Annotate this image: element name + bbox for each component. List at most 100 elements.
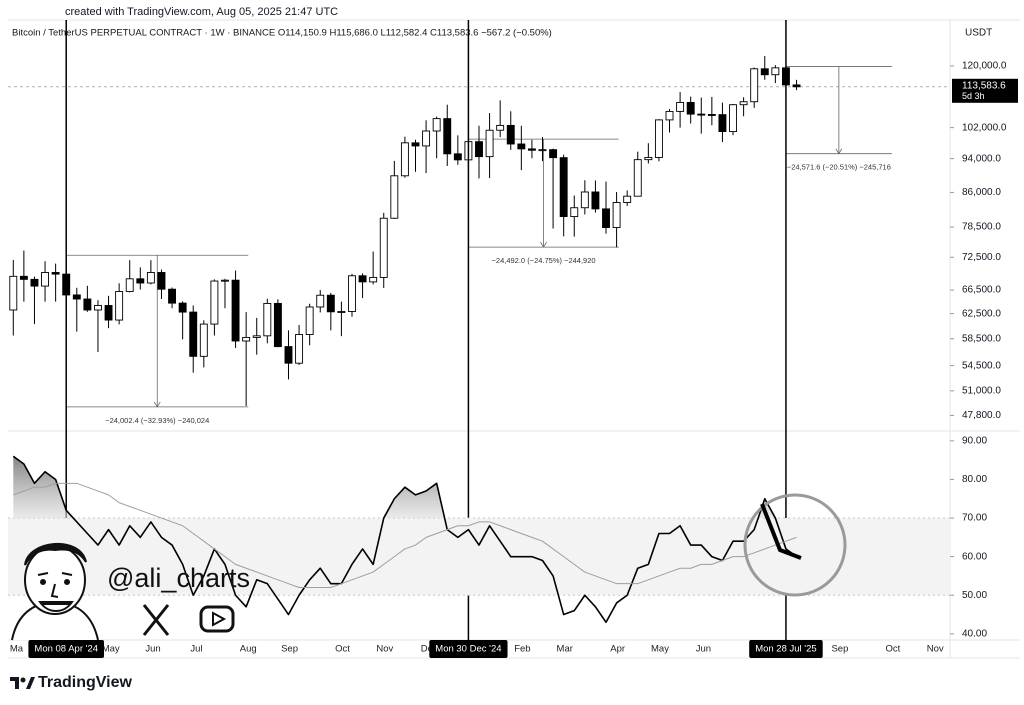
- candle-body: [221, 279, 229, 282]
- measure-label: −24,002.4 (−32.93%) −240,024: [105, 416, 209, 425]
- candle-body: [676, 101, 685, 112]
- candle-body: [527, 148, 536, 151]
- candle-body: [19, 275, 28, 280]
- y-tick-label: 120,000.0: [962, 61, 1007, 72]
- logo-mark: [10, 677, 35, 689]
- y-tick-label: 50.00: [962, 590, 987, 601]
- y-tick-label: 58,500.0: [962, 333, 1001, 344]
- y-tick-label: 62,500.0: [962, 308, 1001, 319]
- candle-body: [305, 306, 314, 335]
- candle-body: [792, 84, 801, 88]
- symbol-info: Bitcoin / TetherUS PERPETUAL CONTRACT · …: [12, 28, 552, 39]
- candle-body: [369, 276, 378, 283]
- candle-body: [252, 335, 261, 338]
- x-tick-label: Sep: [281, 644, 298, 655]
- y-tick-label: 72,500.0: [962, 252, 1001, 263]
- candle-body: [739, 101, 748, 106]
- y-tick-label: 60.00: [962, 551, 987, 562]
- candle-body: [178, 302, 187, 313]
- candle-body: [326, 294, 335, 313]
- candle-body: [432, 118, 441, 132]
- y-tick-label: 54,500.0: [962, 360, 1001, 371]
- candle-body: [453, 153, 462, 161]
- x-tick-label: Jun: [145, 644, 160, 655]
- x-tick-label: Nov: [376, 644, 393, 655]
- candle-body: [348, 275, 356, 312]
- candle-body: [580, 191, 589, 209]
- y-tick-label: 86,000.0: [962, 187, 1001, 198]
- candle-body: [665, 110, 674, 121]
- candle-body: [602, 208, 610, 229]
- candle-body: [9, 275, 18, 311]
- candle-body: [104, 305, 113, 321]
- candle-body: [379, 217, 388, 278]
- y-tick-label: 66,500.0: [962, 285, 1001, 296]
- candle-body: [115, 291, 124, 321]
- y-tick-label: 78,500.0: [962, 222, 1001, 233]
- x-tick-label: May: [102, 644, 120, 655]
- created-note: created with TradingView.com, Aug 05, 20…: [65, 6, 338, 18]
- candle-body: [136, 278, 145, 284]
- candle-body: [633, 159, 642, 197]
- candle-body: [125, 278, 134, 292]
- x-tick-label: Jun: [696, 644, 711, 655]
- candle-body: [760, 68, 769, 76]
- candle-body: [443, 118, 452, 155]
- candle-body: [750, 68, 759, 103]
- candle-body: [496, 124, 505, 131]
- candle-body: [231, 279, 240, 342]
- candle-body: [411, 142, 420, 147]
- logo-text: TradingView: [38, 674, 133, 691]
- x-tick-label: Feb: [514, 644, 530, 655]
- candle-body: [654, 119, 663, 158]
- y-tick-label: 40.00: [962, 628, 987, 639]
- candle-body: [707, 114, 716, 116]
- x-tick-label: Oct: [335, 644, 350, 655]
- x-tick-label: Oct: [885, 644, 900, 655]
- event-label: Mon 28 Jul '25: [755, 644, 817, 655]
- candle-body: [623, 195, 632, 203]
- candle-body: [168, 288, 177, 304]
- y-tick-label: 94,000.0: [962, 153, 1001, 164]
- measure-arrowhead: [153, 401, 161, 408]
- candle-body: [506, 124, 515, 145]
- candle-body: [570, 207, 579, 218]
- last-price-box: [952, 78, 1018, 103]
- rsi-line: [13, 482, 797, 589]
- y-tick-label: 47,800.0: [962, 410, 1001, 421]
- event-label-box: [749, 640, 823, 658]
- candle-body: [729, 104, 737, 133]
- measure-arrowhead: [835, 148, 843, 155]
- measure-label: −24,492.0 (−24.75%) −244,920: [492, 256, 596, 265]
- candle-body: [612, 202, 621, 229]
- event-label: Mon 30 Dec '24: [435, 644, 501, 655]
- candle-body: [475, 141, 483, 158]
- measure-label: −24,571.6 (−20.51%) −245,716: [787, 163, 891, 172]
- candle-body: [771, 67, 780, 76]
- y-tick-label: 90.00: [962, 436, 987, 447]
- circle-annotation: [743, 493, 847, 597]
- candle-body: [591, 191, 600, 210]
- countdown: 5d 3h: [962, 91, 985, 101]
- event-label: Mon 08 Apr '24: [34, 644, 98, 655]
- candle-body: [199, 323, 208, 357]
- x-tick-label: Sep: [831, 644, 848, 655]
- candle-body: [644, 156, 653, 161]
- x-tick-label: May: [651, 644, 669, 655]
- candle-body: [390, 175, 399, 219]
- candle-body: [517, 143, 526, 150]
- candle-body: [284, 346, 293, 364]
- measure-arrowhead: [540, 241, 547, 248]
- event-label-box: [429, 640, 508, 658]
- x-tick-label: Ma: [10, 644, 24, 655]
- candle-body: [295, 334, 304, 364]
- candle-body: [337, 311, 346, 313]
- candle-body: [189, 311, 198, 357]
- rsi-line: [12, 455, 798, 624]
- candle-body: [157, 272, 166, 290]
- candle-body: [83, 298, 92, 311]
- y-tick-label: 102,000.0: [962, 122, 1007, 133]
- x-icon: [142, 604, 170, 636]
